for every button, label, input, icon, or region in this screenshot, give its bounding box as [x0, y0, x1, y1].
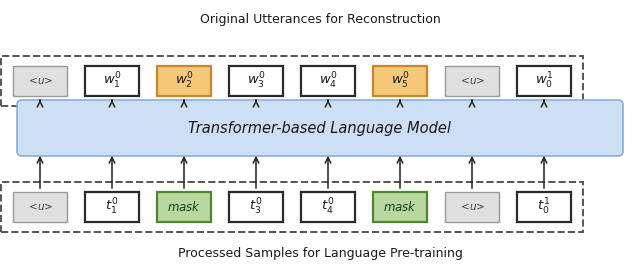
Text: $<\!u\!>$: $<\!u\!>$ — [26, 76, 54, 87]
Text: $w_{4}^{0}$: $w_{4}^{0}$ — [319, 71, 337, 91]
Text: $t_{1}^{0}$: $t_{1}^{0}$ — [106, 197, 118, 217]
Bar — [229, 192, 283, 222]
Text: Transformer-based Language Model: Transformer-based Language Model — [189, 121, 451, 136]
Text: $w_{2}^{0}$: $w_{2}^{0}$ — [175, 71, 193, 91]
Text: $t_{0}^{1}$: $t_{0}^{1}$ — [538, 197, 550, 217]
Bar — [1, 182, 583, 232]
Bar — [13, 66, 67, 96]
Bar — [301, 192, 355, 222]
Text: $<\!u\!>$: $<\!u\!>$ — [458, 201, 486, 213]
Text: $mask$: $mask$ — [167, 200, 201, 214]
Bar — [373, 66, 427, 96]
Bar — [157, 192, 211, 222]
Bar — [157, 66, 211, 96]
Bar — [229, 66, 283, 96]
FancyBboxPatch shape — [17, 100, 623, 156]
Text: $w_{5}^{0}$: $w_{5}^{0}$ — [390, 71, 410, 91]
Text: $w_{0}^{1}$: $w_{0}^{1}$ — [535, 71, 553, 91]
Bar — [85, 66, 139, 96]
Bar — [445, 192, 499, 222]
Text: $mask$: $mask$ — [383, 200, 417, 214]
Text: $w_{3}^{0}$: $w_{3}^{0}$ — [246, 71, 266, 91]
Bar — [1, 56, 583, 106]
Text: Processed Samples for Language Pre-training: Processed Samples for Language Pre-train… — [177, 246, 463, 260]
Text: $<\!u\!>$: $<\!u\!>$ — [26, 201, 54, 213]
Text: Original Utterances for Reconstruction: Original Utterances for Reconstruction — [200, 12, 440, 26]
Bar — [373, 192, 427, 222]
Bar — [445, 66, 499, 96]
Bar — [13, 192, 67, 222]
Bar — [85, 192, 139, 222]
Bar — [517, 66, 571, 96]
Text: $w_{1}^{0}$: $w_{1}^{0}$ — [102, 71, 122, 91]
Text: $t_{3}^{0}$: $t_{3}^{0}$ — [250, 197, 262, 217]
Bar — [301, 66, 355, 96]
Text: $t_{4}^{0}$: $t_{4}^{0}$ — [321, 197, 335, 217]
Text: $<\!u\!>$: $<\!u\!>$ — [458, 76, 486, 87]
Bar — [517, 192, 571, 222]
